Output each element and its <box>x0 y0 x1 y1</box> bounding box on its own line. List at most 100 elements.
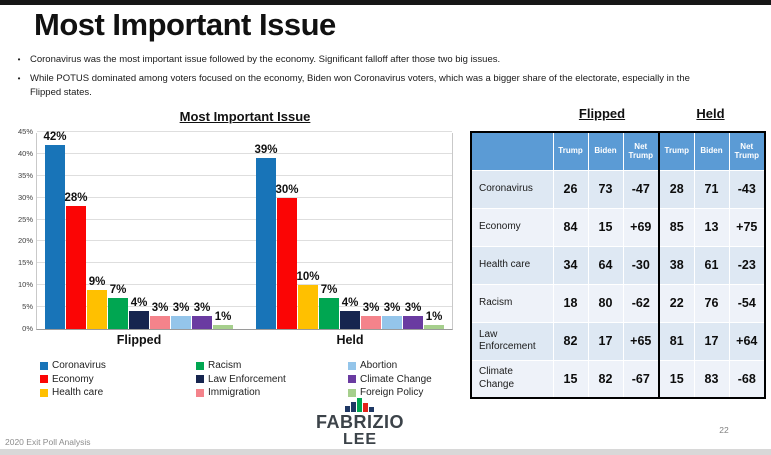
table-cell: 81 <box>658 321 695 360</box>
table-row: Racism 18 80 -62 22 76 -54 <box>471 283 766 322</box>
table-cell: -43 <box>729 169 766 208</box>
page-title: Most Important Issue <box>34 7 336 42</box>
table-cell: +65 <box>623 321 660 360</box>
bar-value-label: 28% <box>64 192 88 204</box>
logo-bar <box>363 403 368 412</box>
table-cell: 18 <box>553 283 589 322</box>
bar-group-flipped: 42% 28% 9% 7% 4% 3% 3% 3% 1% <box>43 131 233 329</box>
table-header-cell: Trump <box>658 132 695 170</box>
gridline <box>37 240 452 241</box>
results-table: Trump Biden Net Trump Trump Biden Net Trump Co… <box>470 131 766 399</box>
bullet-icon: • <box>17 55 21 64</box>
bar-value-label: 10% <box>296 271 320 283</box>
table-cell: 82 <box>588 359 624 398</box>
bar-health-care <box>298 285 318 329</box>
logo-bar <box>369 407 374 412</box>
logo-text-line2: LEE <box>342 431 378 448</box>
bullet-list: • Coronavirus was the most important iss… <box>8 53 720 105</box>
legend-item-health-care: Health care <box>40 386 196 400</box>
bar-racism <box>319 298 339 329</box>
table-cell: 15 <box>553 359 589 398</box>
x-axis-group-label: Flipped <box>116 333 162 347</box>
gridline <box>37 262 452 263</box>
bar-value-label: 1% <box>214 311 232 323</box>
table-row: Economy 84 15 +69 85 13 +75 <box>471 207 766 246</box>
table-cell: 13 <box>694 207 730 246</box>
legend-item-abortion: Abortion <box>348 359 432 373</box>
bullet-item: • Coronavirus was the most important iss… <box>8 53 720 67</box>
bar-law-enforcement <box>340 311 360 329</box>
table-cell: 82 <box>553 321 589 360</box>
legend-label: Foreign Policy <box>360 387 424 399</box>
bar-value-label: 7% <box>109 284 127 296</box>
legend-label: Abortion <box>360 360 398 372</box>
table-cell: 76 <box>694 283 730 322</box>
table-header-cell: Net Trump <box>729 132 766 170</box>
table-cell: -47 <box>623 169 660 208</box>
table-row: Climate Change 15 82 -67 15 83 -68 <box>471 359 766 398</box>
y-axis-tick-label: 15% <box>17 258 33 267</box>
legend-swatch-icon <box>40 388 48 397</box>
bar-value-label: 3% <box>172 302 190 314</box>
legend-swatch-icon <box>348 375 356 384</box>
legend-item-economy: Economy <box>40 373 196 387</box>
legend-swatch-icon <box>348 361 356 370</box>
table-cell: 17 <box>588 321 624 360</box>
bar-economy <box>66 206 86 329</box>
logo-bar-chart-icon <box>300 398 420 412</box>
bar-value-label: 39% <box>254 144 278 156</box>
legend-swatch-icon <box>40 375 48 384</box>
table-cell: 28 <box>658 169 695 208</box>
legend-item-racism: Racism <box>196 359 348 373</box>
legend-swatch-icon <box>348 388 356 397</box>
gridline <box>37 219 452 220</box>
bar-coronavirus <box>256 158 276 329</box>
bar-abortion <box>382 316 402 329</box>
table-cell: +69 <box>623 207 660 246</box>
table-header-cell: Net Trump <box>623 132 660 170</box>
chart-title: Most Important Issue <box>179 109 311 124</box>
legend-item-immigration: Immigration <box>196 386 348 400</box>
legend-item-coronavirus: Coronavirus <box>40 359 196 373</box>
table-cell: -30 <box>623 245 660 284</box>
bar-abortion <box>171 316 191 329</box>
bar-climate-change <box>192 316 212 329</box>
y-axis-tick-label: 0% <box>22 324 33 333</box>
x-axis-group-label: Held <box>336 333 364 347</box>
gridline <box>37 175 452 176</box>
bar-law-enforcement <box>129 311 149 329</box>
logo-text-line1: FABRIZIO <box>316 412 404 432</box>
table-row-label: Racism <box>471 283 554 322</box>
y-axis-tick-label: 30% <box>17 193 33 202</box>
bullet-icon: • <box>17 74 21 83</box>
legend-label: Climate Change <box>360 373 432 385</box>
bar-value-label: 3% <box>404 302 422 314</box>
gridline <box>37 153 452 154</box>
table-row: Health care 34 64 -30 38 61 -23 <box>471 245 766 284</box>
logo-bar <box>357 398 362 412</box>
table-cell: 73 <box>588 169 624 208</box>
table-cell: -68 <box>729 359 766 398</box>
legend-swatch-icon <box>40 361 48 370</box>
table-cell: 64 <box>588 245 624 284</box>
table-header-held: Held <box>696 106 725 121</box>
bar-immigration <box>361 316 381 329</box>
fabrizio-lee-logo: FABRIZIO LEE <box>300 398 420 448</box>
table-cell: 22 <box>658 283 695 322</box>
y-axis-tick-label: 10% <box>17 280 33 289</box>
gridline <box>37 197 452 198</box>
bar-group-held: 39% 30% 10% 7% 4% 3% 3% 3% 1% <box>254 132 444 329</box>
y-axis-tick-label: 40% <box>17 149 33 158</box>
bar-value-label: 3% <box>151 302 169 314</box>
top-accent-bar <box>0 0 771 5</box>
bullet-text: While POTUS dominated among voters focus… <box>30 73 690 98</box>
bar-value-label: 3% <box>362 302 380 314</box>
table-cell: +75 <box>729 207 766 246</box>
y-axis-tick-label: 25% <box>17 215 33 224</box>
table-header-cell-blank <box>471 132 554 170</box>
table-cell: 38 <box>658 245 695 284</box>
legend-item-law-enforcement: Law Enforcement <box>196 373 348 387</box>
y-axis-tick-label: 45% <box>17 127 33 136</box>
table-row-label: Economy <box>471 207 554 246</box>
